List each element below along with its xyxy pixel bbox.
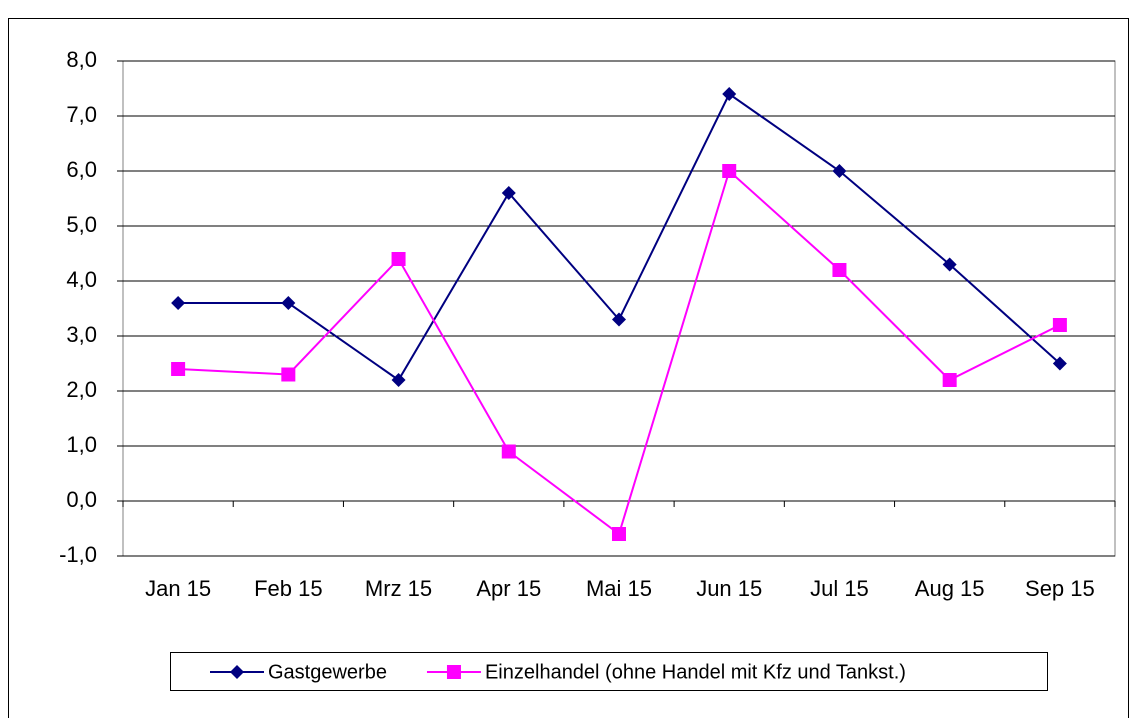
- data-point: [501, 186, 516, 200]
- data-point: [942, 373, 957, 387]
- x-tick-label: Mrz 15: [365, 576, 432, 601]
- data-point: [612, 527, 626, 541]
- data-point: [942, 257, 957, 272]
- y-tick-label: 5,0: [66, 212, 97, 237]
- x-tick-label: Jan 15: [145, 576, 211, 601]
- data-point: [832, 164, 847, 178]
- y-tick-label: 1,0: [66, 432, 97, 457]
- y-tick-label: 0,0: [66, 487, 97, 512]
- chart-frame: [8, 18, 1129, 718]
- legend-label: Gastgewerbe: [268, 661, 387, 683]
- data-point: [281, 296, 296, 310]
- x-tick-label: Apr 15: [476, 576, 541, 601]
- y-tick-label: 6,0: [66, 157, 97, 182]
- x-tick-label: Mai 15: [586, 576, 652, 601]
- data-point: [281, 367, 296, 382]
- x-tick-label: Jun 15: [696, 576, 762, 601]
- legend-marker: [230, 665, 244, 679]
- legend-marker: [446, 665, 461, 679]
- data-point: [612, 312, 626, 327]
- data-point: [722, 87, 737, 101]
- legend: Gastgewerbe Einzelhandel (ohne Handel mit…: [170, 652, 1048, 691]
- y-tick-label: 3,0: [66, 322, 97, 347]
- data-point: [171, 296, 186, 310]
- data-point: [391, 252, 406, 266]
- x-tick-label: Feb 15: [254, 576, 323, 601]
- y-tick-label: 2,0: [66, 377, 97, 402]
- y-tick-label: 4,0: [66, 267, 97, 292]
- data-point: [832, 263, 847, 277]
- legend-box: [170, 652, 1048, 691]
- series-line: [178, 92, 1061, 382]
- data-point: [722, 164, 737, 178]
- y-tick-label: 8,0: [66, 47, 97, 72]
- data-point: [1052, 356, 1067, 371]
- y-tick-label: 7,0: [66, 102, 97, 127]
- plot-area: [122, 60, 1116, 557]
- data-point: [501, 444, 516, 459]
- x-tick-label: Aug 15: [915, 576, 985, 601]
- series-line: [178, 169, 1061, 536]
- legend-label: Einzelhandel (ohne Handel mit Kfz und Ta…: [485, 661, 906, 683]
- x-tick-label: Jul 15: [810, 576, 869, 601]
- data-point: [171, 362, 186, 376]
- data-point: [391, 373, 406, 387]
- y-tick-label: -1,0: [59, 542, 97, 567]
- data-point: [1052, 318, 1067, 332]
- x-tick-label: Sep 15: [1025, 576, 1095, 601]
